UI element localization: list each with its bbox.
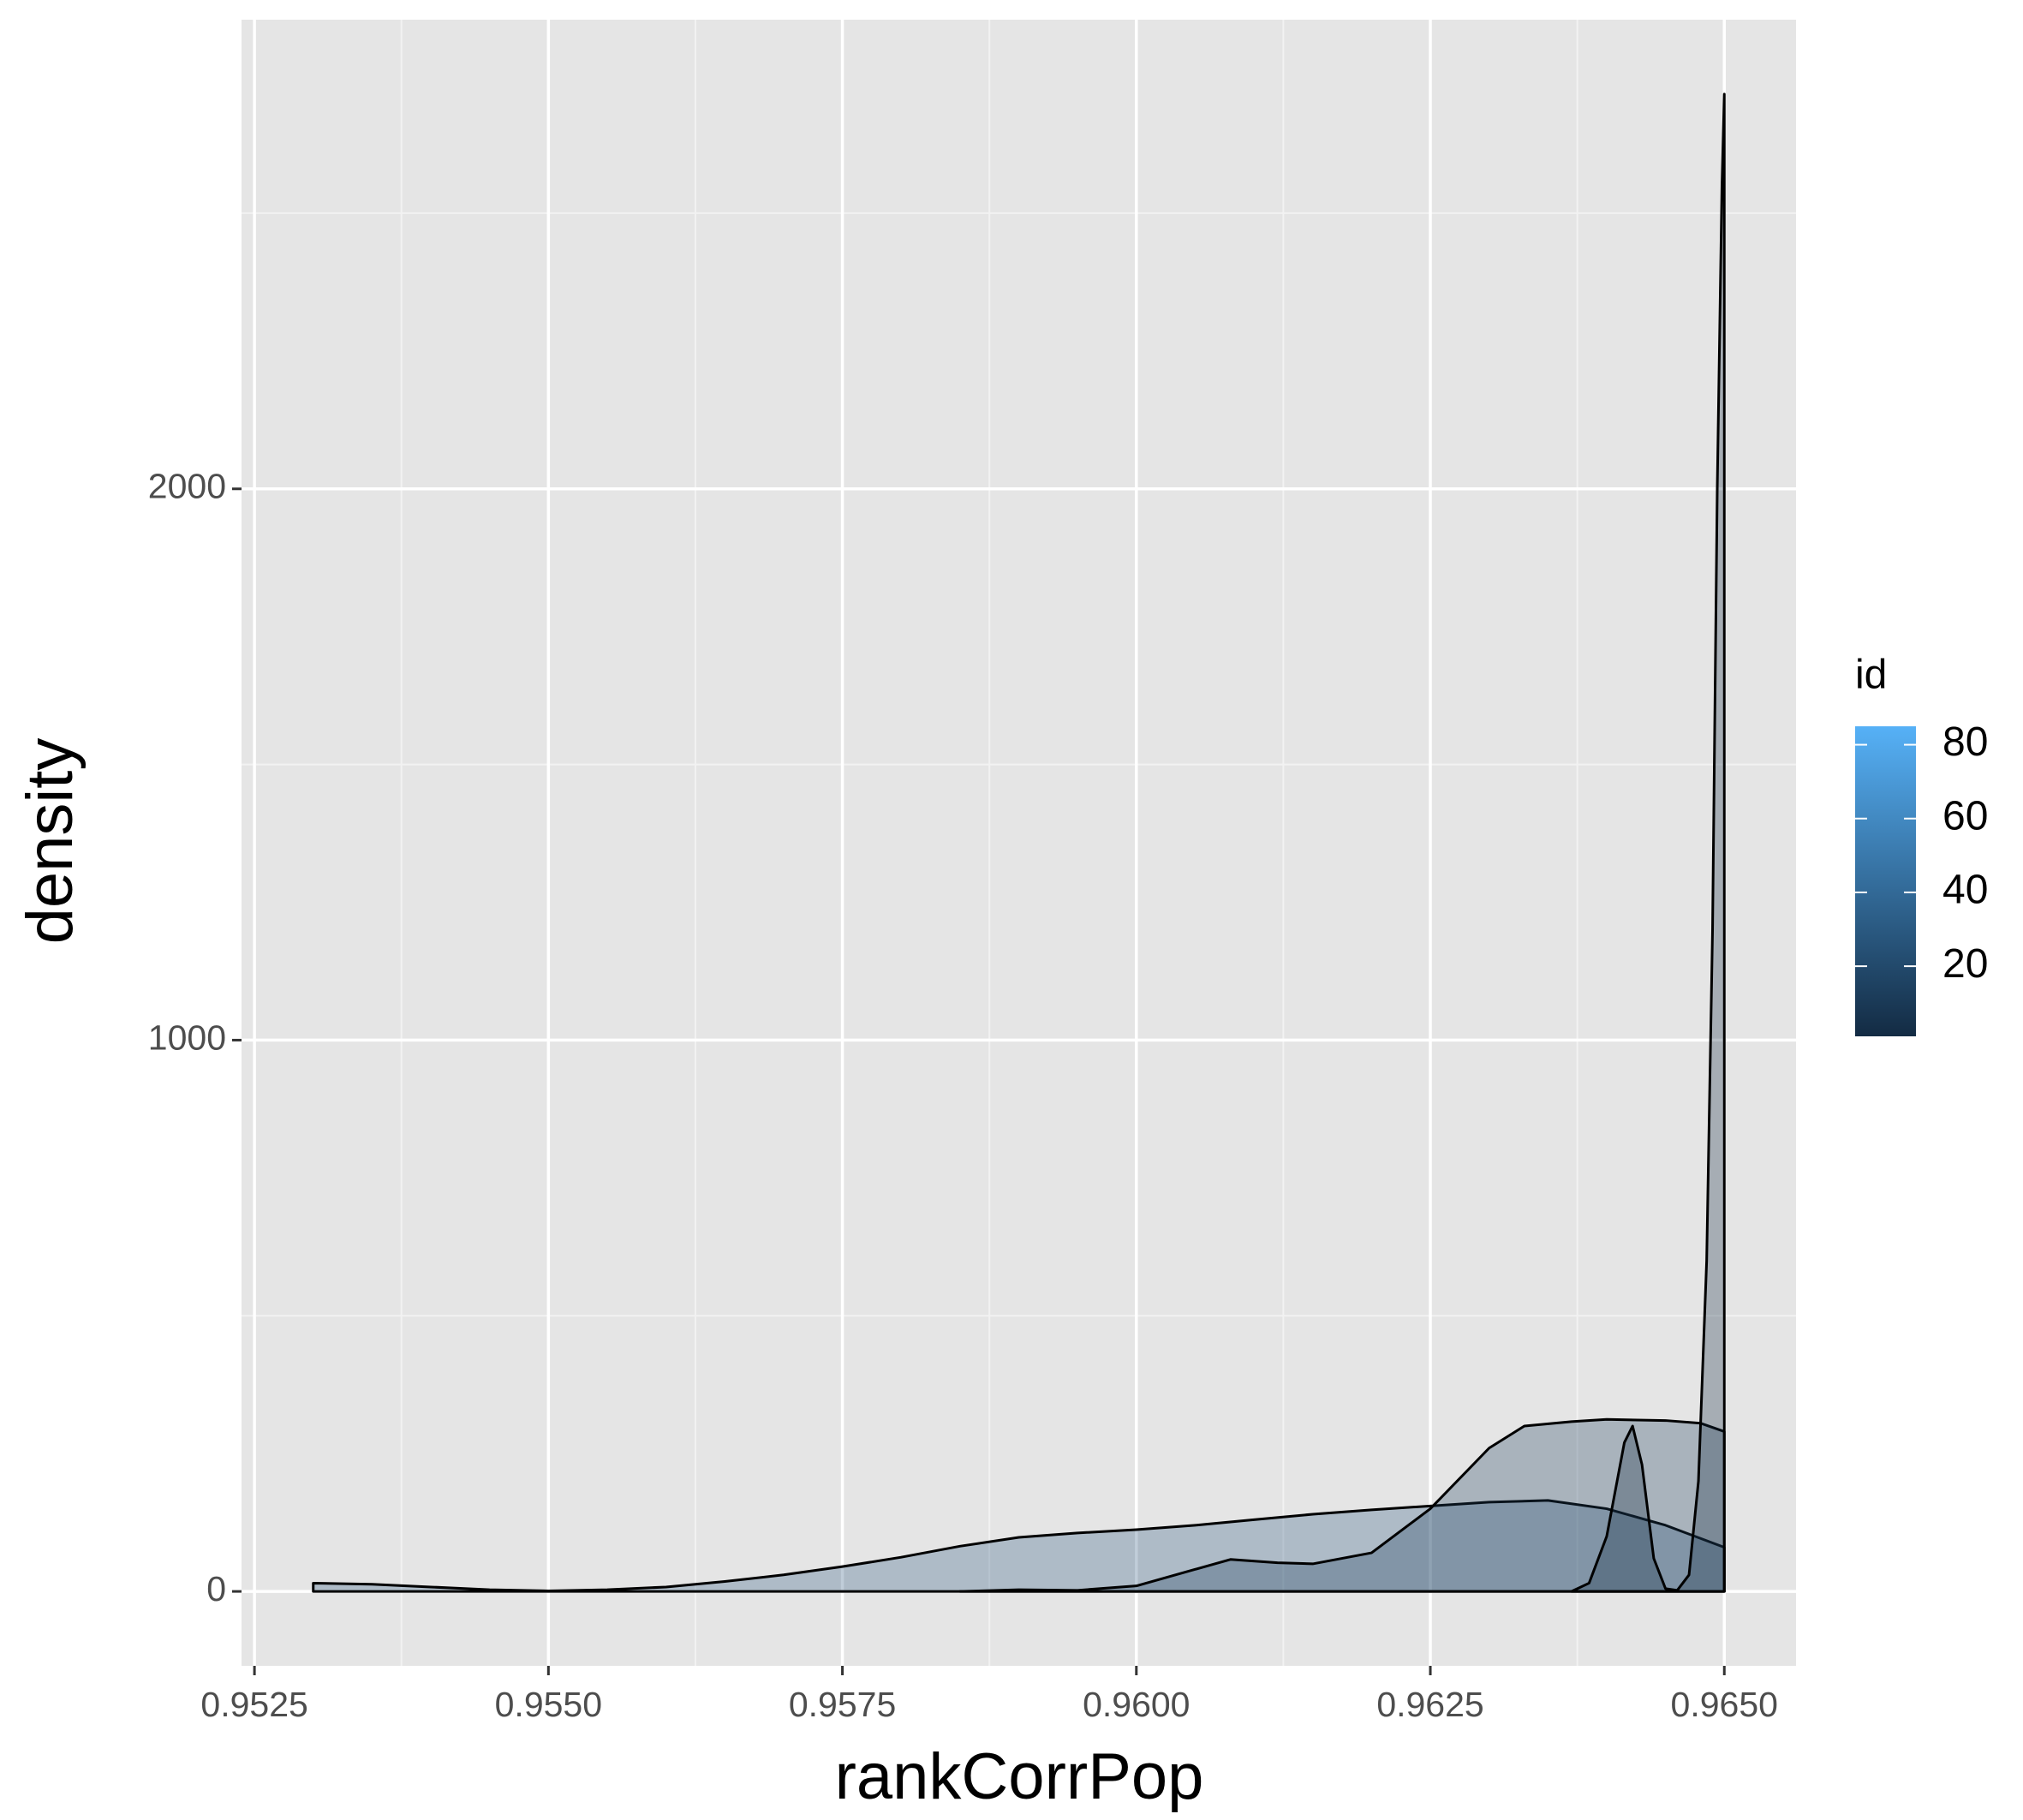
legend-label: 20: [1942, 941, 1988, 987]
y-tick-label: 1000: [148, 1017, 226, 1057]
x-tick-label: 0.9600: [1083, 1685, 1190, 1724]
y-tick-label: 2000: [148, 467, 226, 506]
y-tick-label: 0: [206, 1569, 226, 1608]
y-axis-title: density: [14, 738, 87, 945]
x-tick-label: 0.9575: [789, 1685, 896, 1724]
legend-label: 80: [1942, 719, 1988, 765]
x-tick-label: 0.9650: [1671, 1685, 1778, 1724]
x-tick-label: 0.9550: [495, 1685, 602, 1724]
legend-label: 40: [1942, 868, 1988, 913]
colorbar: [1855, 726, 1916, 1036]
density-area: [312, 1499, 1726, 1593]
x-tick-label: 0.9625: [1376, 1685, 1483, 1724]
legend-label: 60: [1942, 793, 1988, 838]
plot-panel: [242, 20, 1796, 1666]
density-area: [1570, 92, 1726, 1593]
x-tick-label: 0.9525: [200, 1685, 307, 1724]
x-axis-title: rankCorrPop: [835, 1740, 1204, 1813]
legend-title: id: [1855, 653, 1887, 698]
